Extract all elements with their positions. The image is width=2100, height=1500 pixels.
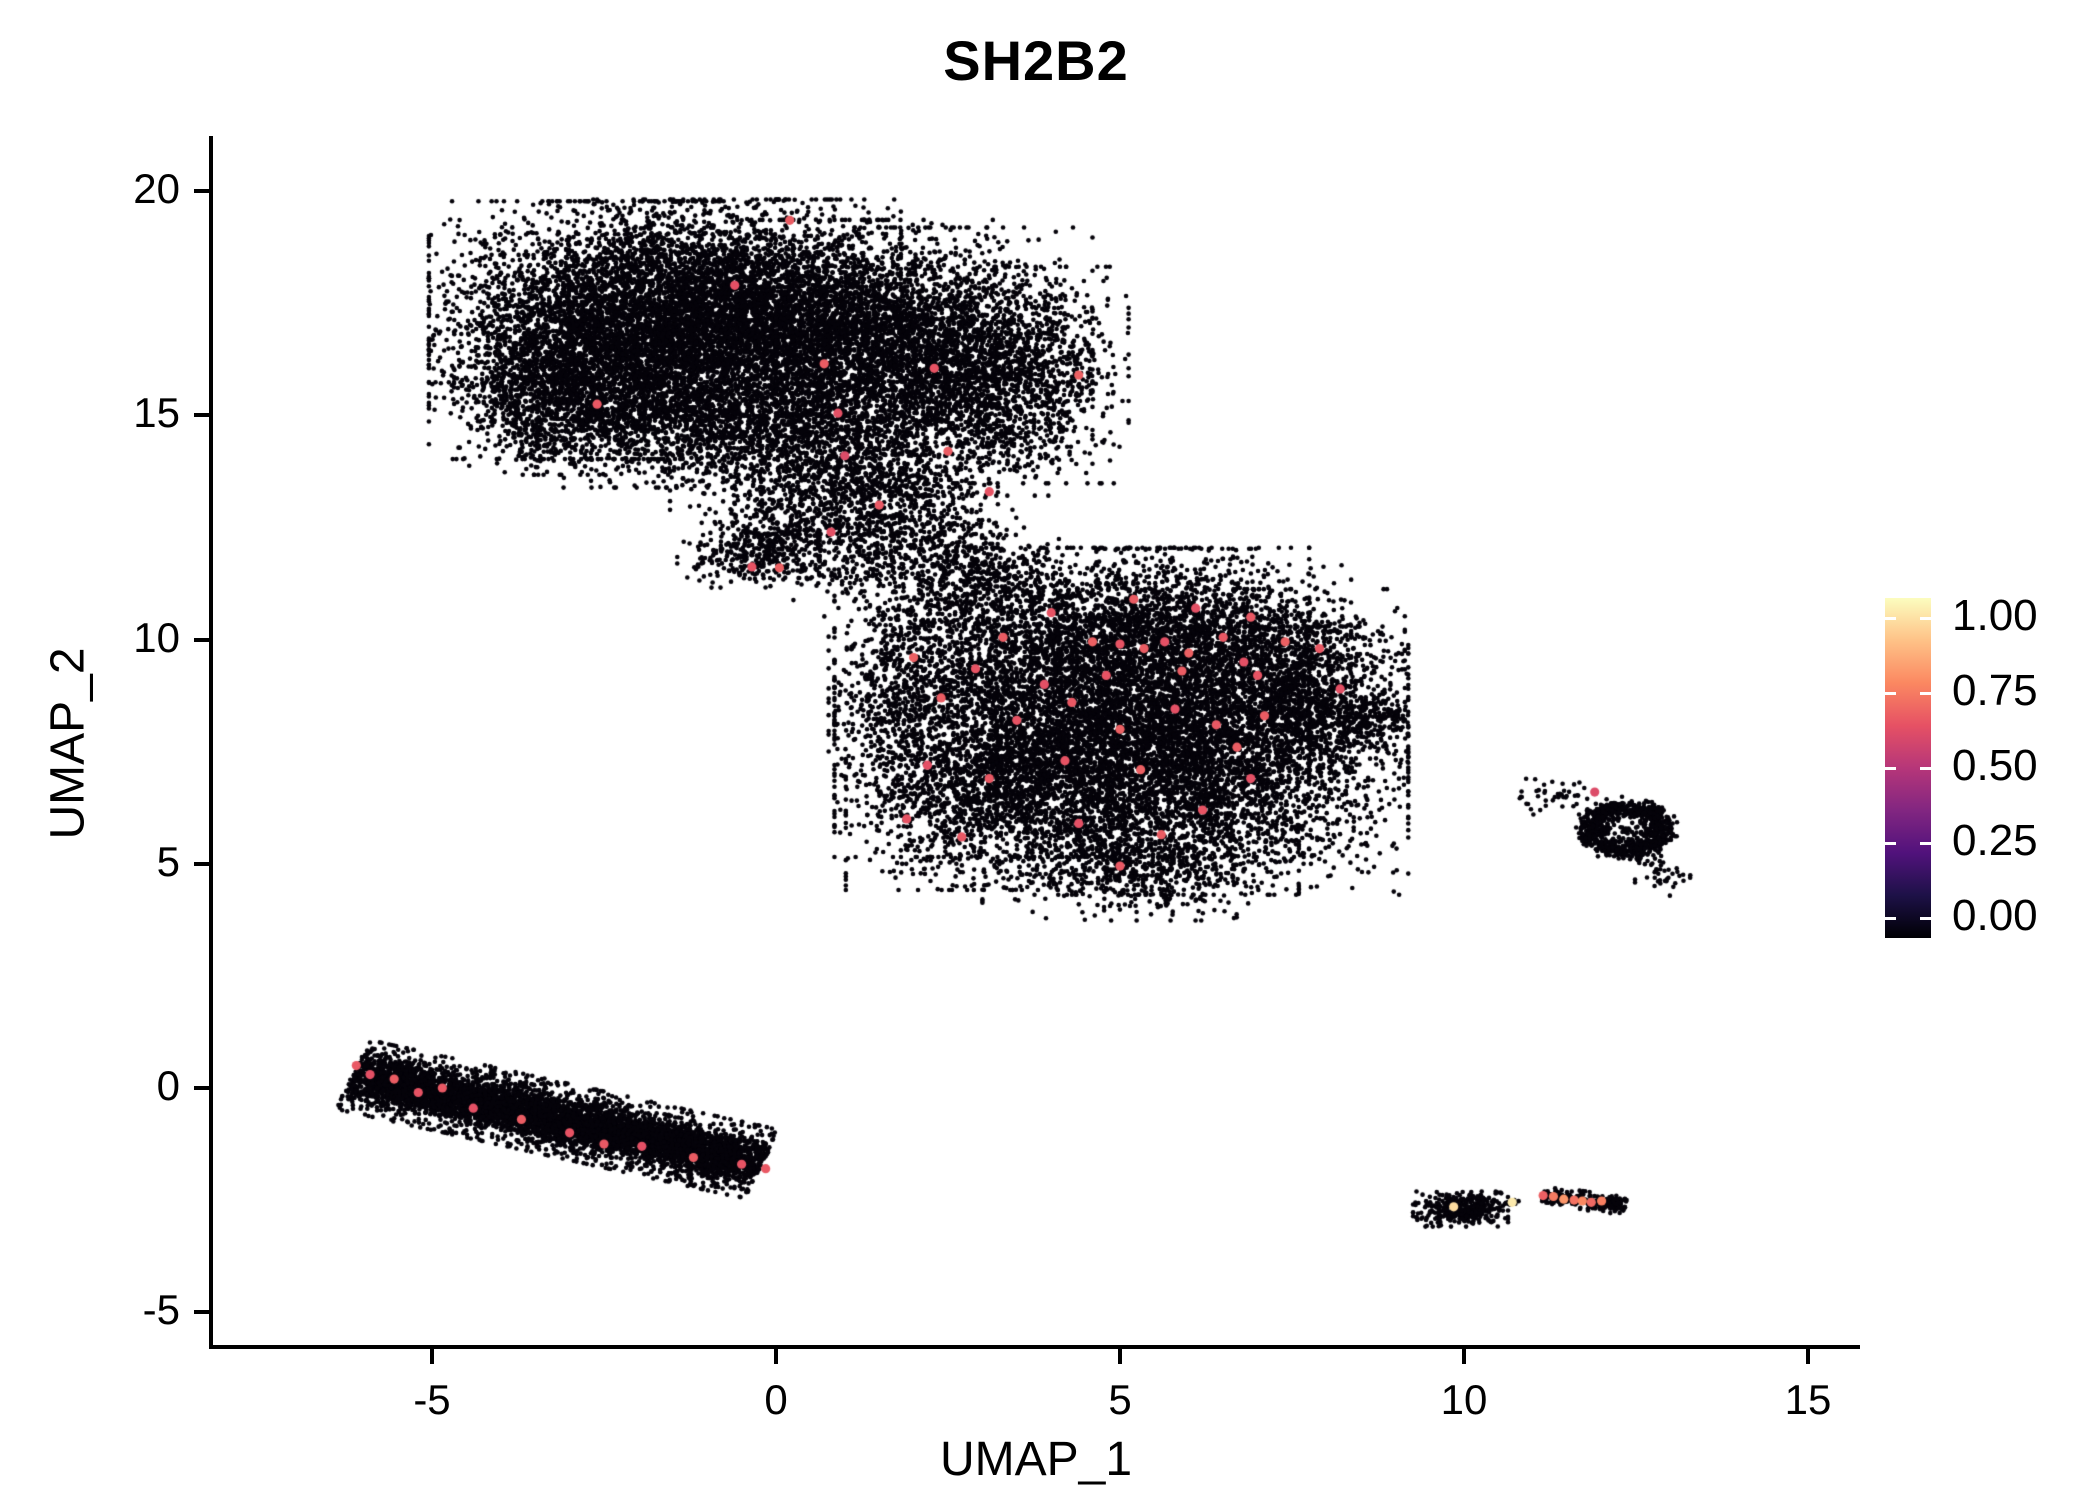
- colorbar-tick-mark: [1885, 692, 1896, 695]
- x-tick-label: 5: [1108, 1376, 1132, 1423]
- y-tick-label: -5: [142, 1286, 180, 1334]
- x-tick-label: 15: [1784, 1376, 1832, 1423]
- y-tick-mark: [194, 1310, 209, 1315]
- x-tick-mark: [1118, 1349, 1122, 1364]
- y-tick-mark: [194, 861, 209, 866]
- colorbar-tick-mark: [1885, 842, 1896, 845]
- plot-title: SH2B2: [943, 29, 1129, 92]
- y-tick-label: 0: [156, 1062, 180, 1109]
- y-tick-mark: [194, 413, 209, 418]
- colorbar-tick-mark: [1885, 767, 1896, 770]
- x-tick-label: -5: [413, 1376, 451, 1423]
- colorbar-tick-label: 0.50: [1952, 741, 2038, 790]
- colorbar-tick-label: 0.75: [1952, 666, 2038, 715]
- colorbar-tick-mark: [1885, 917, 1896, 920]
- y-tick-mark: [194, 1086, 209, 1090]
- x-tick-mark: [1806, 1349, 1810, 1364]
- y-tick-label: 20: [133, 165, 180, 213]
- x-axis-line: [209, 1345, 1860, 1349]
- y-tick-label: 15: [133, 389, 180, 437]
- y-tick-mark: [194, 637, 209, 642]
- x-axis-title: UMAP_1: [939, 1433, 1133, 1486]
- colorbar-tick-label: 0.25: [1952, 816, 2038, 865]
- colorbar-tick-mark: [1920, 692, 1931, 695]
- colorbar-tick-label: 1.00: [1952, 591, 2038, 640]
- x-tick-label: 0: [764, 1376, 788, 1423]
- colorbar-tick-label: 0.00: [1952, 891, 2038, 940]
- x-tick-label: 10: [1440, 1376, 1488, 1423]
- x-tick-mark: [774, 1349, 778, 1364]
- x-tick-mark: [1462, 1349, 1466, 1364]
- y-tick-mark: [194, 189, 209, 194]
- colorbar-tick-mark: [1920, 617, 1931, 620]
- colorbar-tick-mark: [1920, 917, 1931, 920]
- colorbar-tick-mark: [1920, 767, 1931, 770]
- colorbar-tick-mark: [1885, 617, 1896, 620]
- y-axis-line: [209, 136, 213, 1349]
- y-axis-title: UMAP_2: [41, 647, 95, 840]
- colorbar-tick-mark: [1920, 842, 1931, 845]
- x-tick-mark: [430, 1349, 434, 1364]
